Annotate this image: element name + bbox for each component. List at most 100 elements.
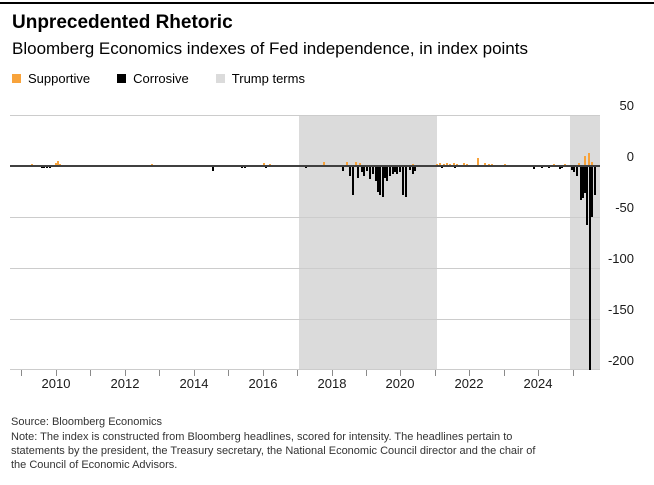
bar-corrosive — [372, 166, 374, 174]
x-tick — [573, 370, 574, 376]
bar-corrosive — [591, 166, 593, 217]
x-tick-label: 2024 — [523, 376, 553, 391]
bar-corrosive — [41, 166, 43, 168]
bar-supportive — [439, 163, 441, 166]
note-line: statements by the president, the Treasur… — [11, 445, 536, 457]
x-tick — [469, 370, 470, 376]
x-tick — [504, 370, 505, 376]
bar-corrosive — [386, 166, 388, 181]
bar-corrosive — [363, 166, 365, 176]
bar-corrosive — [366, 166, 368, 171]
y-tick-label: 0 — [626, 149, 634, 164]
bar-corrosive — [561, 166, 563, 168]
legend-item-supportive: Supportive — [12, 71, 90, 86]
chart: 50 0 -50 -100 -150 -200 2010 2012 2014 2016 2018 20… — [10, 98, 634, 391]
bar-corrosive — [405, 166, 407, 197]
x-tick — [332, 370, 333, 376]
y-tick-label: -200 — [607, 353, 634, 368]
bar-supportive — [484, 163, 486, 166]
bar-corrosive — [241, 166, 243, 168]
x-tick — [159, 370, 160, 376]
bar-corrosive — [379, 166, 381, 195]
x-tick — [366, 370, 367, 376]
bar-corrosive — [46, 166, 48, 168]
bar-corrosive — [409, 166, 411, 170]
bar-supportive — [323, 162, 325, 166]
bar-corrosive — [212, 166, 214, 171]
zero-line — [10, 165, 600, 167]
bar-corrosive — [571, 166, 573, 170]
trump-terms-swatch — [215, 74, 225, 83]
bar-corrosive — [580, 166, 582, 200]
source-text: Source: Bloomberg Economics — [11, 416, 163, 428]
bar-corrosive — [357, 166, 359, 178]
bar-corrosive — [394, 166, 396, 172]
y-tick-label: -100 — [607, 251, 634, 266]
gridline — [10, 115, 600, 116]
bar-corrosive — [586, 166, 588, 225]
bar-corrosive — [412, 166, 414, 174]
x-tick — [56, 370, 57, 376]
top-rule — [0, 2, 654, 4]
bar-corrosive — [392, 166, 394, 174]
bar-corrosive — [533, 166, 535, 169]
gridline — [10, 217, 600, 218]
y-tick-label: -50 — [615, 200, 634, 215]
x-tick-label: 2016 — [248, 376, 278, 391]
x-tick-label: 2010 — [41, 376, 71, 391]
bar-supportive — [57, 161, 59, 166]
bar-corrosive — [399, 166, 401, 172]
x-tick — [297, 370, 298, 376]
bar-corrosive — [369, 166, 371, 179]
bar-corrosive — [384, 166, 386, 178]
bar-corrosive — [594, 166, 596, 195]
corrosive-swatch — [117, 74, 127, 83]
y-tick-label: -150 — [607, 302, 634, 317]
x-tick — [21, 370, 22, 376]
bar-corrosive — [361, 166, 363, 172]
bar-corrosive — [541, 166, 543, 168]
bar-corrosive — [352, 166, 354, 195]
x-tick — [538, 370, 539, 376]
gridline — [10, 319, 600, 320]
bar-corrosive — [377, 166, 379, 192]
bar-corrosive — [414, 166, 416, 171]
bar-supportive — [55, 163, 57, 166]
bar-supportive — [453, 163, 455, 166]
legend-item-corrosive: Corrosive — [117, 71, 189, 86]
bar-corrosive — [454, 166, 456, 168]
x-tick — [400, 370, 401, 376]
bar-corrosive — [396, 166, 398, 174]
bar-corrosive — [589, 166, 591, 370]
bar-corrosive — [389, 166, 391, 176]
legend-label-corrosive: Corrosive — [133, 71, 189, 86]
x-tick — [194, 370, 195, 376]
x-tick-label: 2018 — [317, 376, 347, 391]
bar-supportive — [346, 162, 348, 166]
bar-supportive — [584, 156, 586, 166]
bar-corrosive — [305, 166, 307, 168]
x-tick — [228, 370, 229, 376]
bar-corrosive — [43, 166, 45, 168]
bar-supportive — [463, 163, 465, 166]
x-tick-label: 2022 — [454, 376, 484, 391]
bar-supportive — [355, 162, 357, 166]
y-tick-label: 50 — [619, 98, 634, 113]
plot-area — [10, 115, 600, 370]
bar-corrosive — [573, 166, 575, 172]
page-title: Unprecedented Rhetoric — [12, 12, 233, 33]
bar-corrosive — [548, 166, 550, 168]
supportive-swatch — [12, 74, 21, 83]
bar-supportive — [446, 163, 448, 166]
bar-corrosive — [244, 166, 246, 168]
bar-corrosive — [584, 166, 586, 193]
bar-supportive — [263, 163, 265, 166]
chart-subtitle: Bloomberg Economics indexes of Fed indep… — [12, 39, 528, 58]
x-tick — [435, 370, 436, 376]
bar-corrosive — [49, 166, 51, 168]
bar-corrosive — [342, 166, 344, 171]
legend: Supportive Corrosive Trump terms — [12, 71, 305, 86]
bar-corrosive — [382, 166, 384, 197]
bar-corrosive — [559, 166, 561, 169]
x-tick — [90, 370, 91, 376]
